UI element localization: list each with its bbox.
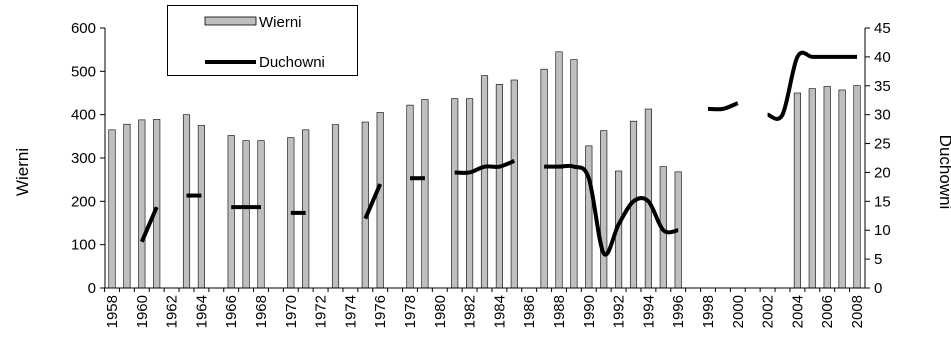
- x-tick-label: 1972: [313, 295, 330, 328]
- y-right-tick-label: 20: [874, 164, 891, 181]
- y-left-axis-title: Wierni: [13, 148, 32, 196]
- bar-wierni-1960: [138, 119, 146, 289]
- y-right-tick-label: 15: [874, 193, 891, 210]
- x-tick-label: 1982: [462, 295, 479, 328]
- x-tick-label: 2006: [819, 295, 836, 328]
- bar-wierni-2004: [793, 92, 801, 289]
- right-axis-ticks: 0 5 10 15 20 25 30 35 40 45: [865, 20, 891, 297]
- x-axis-ticks: 1958 1960 1962 1964 1966 1968 1970 1972 1974 1976…: [104, 288, 866, 328]
- line-duchowni-segment-8: [454, 159, 516, 175]
- bar-wierni-1985: [510, 79, 518, 289]
- x-tick-label: 1958: [104, 295, 121, 328]
- y-left-tick-label: 0: [88, 280, 96, 297]
- legend-label-wierni: Wierni: [259, 14, 302, 31]
- bar-wierni-1982: [466, 98, 474, 289]
- x-tick-label: 1964: [193, 295, 210, 328]
- x-tick-label: 1990: [581, 295, 598, 328]
- y-right-tick-label: 5: [874, 251, 882, 268]
- bar-wierni-1979: [421, 99, 429, 289]
- bar-wierni-1963: [182, 114, 191, 289]
- bar-wierni-1988: [555, 51, 563, 289]
- y-right-tick-label: 45: [874, 20, 891, 37]
- x-tick-label: 1994: [640, 295, 657, 328]
- bar-wierni-1984: [495, 84, 503, 289]
- bar-wierni-1973: [331, 124, 340, 289]
- x-tick-label: 1974: [342, 295, 359, 328]
- bar-series-wierni: [108, 51, 861, 289]
- legend: Wierni Duchowni: [167, 5, 358, 76]
- y-right-tick-label: 40: [874, 49, 891, 66]
- bar-wierni-1959: [123, 123, 131, 289]
- line-duchowni-segment-11: [766, 50, 857, 121]
- bar-wierni-1983: [480, 75, 489, 289]
- y-right-tick-label: 30: [874, 107, 891, 124]
- y-left-tick-label: 500: [71, 63, 96, 80]
- legend-label-duchowni: Duchowni: [259, 54, 325, 71]
- x-tick-label: 1980: [432, 295, 449, 328]
- bar-wierni-1978: [406, 104, 414, 289]
- bar-wierni-2006: [823, 86, 831, 289]
- x-tick-label: 1996: [670, 295, 687, 328]
- line-duchowni-segment-6: [363, 183, 383, 220]
- line-duchowni-segment-1: [139, 206, 159, 243]
- bar-wierni-1991: [600, 130, 608, 289]
- x-tick-label: 1966: [223, 295, 240, 328]
- bar-wierni-1958: [108, 129, 116, 289]
- y-left-tick-label: 600: [71, 20, 96, 37]
- bar-wierni-1990: [585, 145, 593, 289]
- bar-wierni-1981: [451, 98, 459, 289]
- x-tick-label: 1986: [521, 295, 538, 328]
- bar-wierni-1975: [361, 121, 369, 289]
- left-axis-ticks: 0 100 200 300 400 500 600: [71, 20, 105, 297]
- bar-wierni-1967: [242, 140, 250, 289]
- bar-wierni-2008: [853, 85, 861, 289]
- x-tick-label: 1978: [402, 295, 419, 328]
- x-tick-label: 1960: [134, 295, 151, 328]
- y-right-tick-label: 25: [874, 136, 891, 153]
- bar-wierni-2005: [808, 88, 816, 289]
- y-right-tick-label: 10: [874, 222, 891, 239]
- line-duchowni-segment-10: [707, 101, 739, 112]
- x-tick-label: 1970: [283, 295, 300, 328]
- bar-wierni-1966: [227, 135, 235, 289]
- bar-wierni-1989: [570, 59, 578, 289]
- x-tick-label: 2004: [789, 295, 806, 328]
- x-tick-label: 1976: [372, 295, 389, 328]
- bar-wierni-1968: [257, 140, 265, 289]
- line-series-duchowni: [139, 50, 857, 257]
- x-tick-label: 2008: [849, 295, 866, 328]
- bar-wierni-2007: [838, 89, 846, 289]
- y-left-tick-label: 100: [71, 237, 96, 254]
- bar-wierni-1964: [197, 125, 205, 289]
- x-tick-label: 1992: [611, 295, 628, 328]
- legend-swatch-wierni: [204, 16, 257, 26]
- y-right-axis-title: Duchowni: [936, 135, 951, 210]
- x-tick-label: 1984: [491, 295, 508, 328]
- x-tick-label: 1962: [164, 295, 181, 328]
- y-right-tick-label: 0: [874, 280, 882, 297]
- legend-box: [167, 5, 358, 76]
- bar-wierni-1971: [302, 129, 310, 289]
- bar-wierni-1961: [153, 119, 161, 289]
- bar-wierni-1976: [376, 112, 384, 289]
- y-left-tick-label: 300: [71, 150, 96, 167]
- y-left-tick-label: 200: [71, 193, 96, 210]
- bar-wierni-1987: [540, 68, 548, 289]
- y-right-tick-label: 35: [874, 78, 891, 95]
- line-duchowni-segment-9: [544, 163, 679, 257]
- y-left-tick-label: 400: [71, 107, 96, 124]
- x-tick-label: 1988: [551, 295, 568, 328]
- x-tick-label: 1998: [700, 295, 717, 328]
- x-tick-label: 2002: [760, 295, 777, 328]
- x-tick-label: 2000: [730, 295, 747, 328]
- x-tick-label: 1968: [253, 295, 270, 328]
